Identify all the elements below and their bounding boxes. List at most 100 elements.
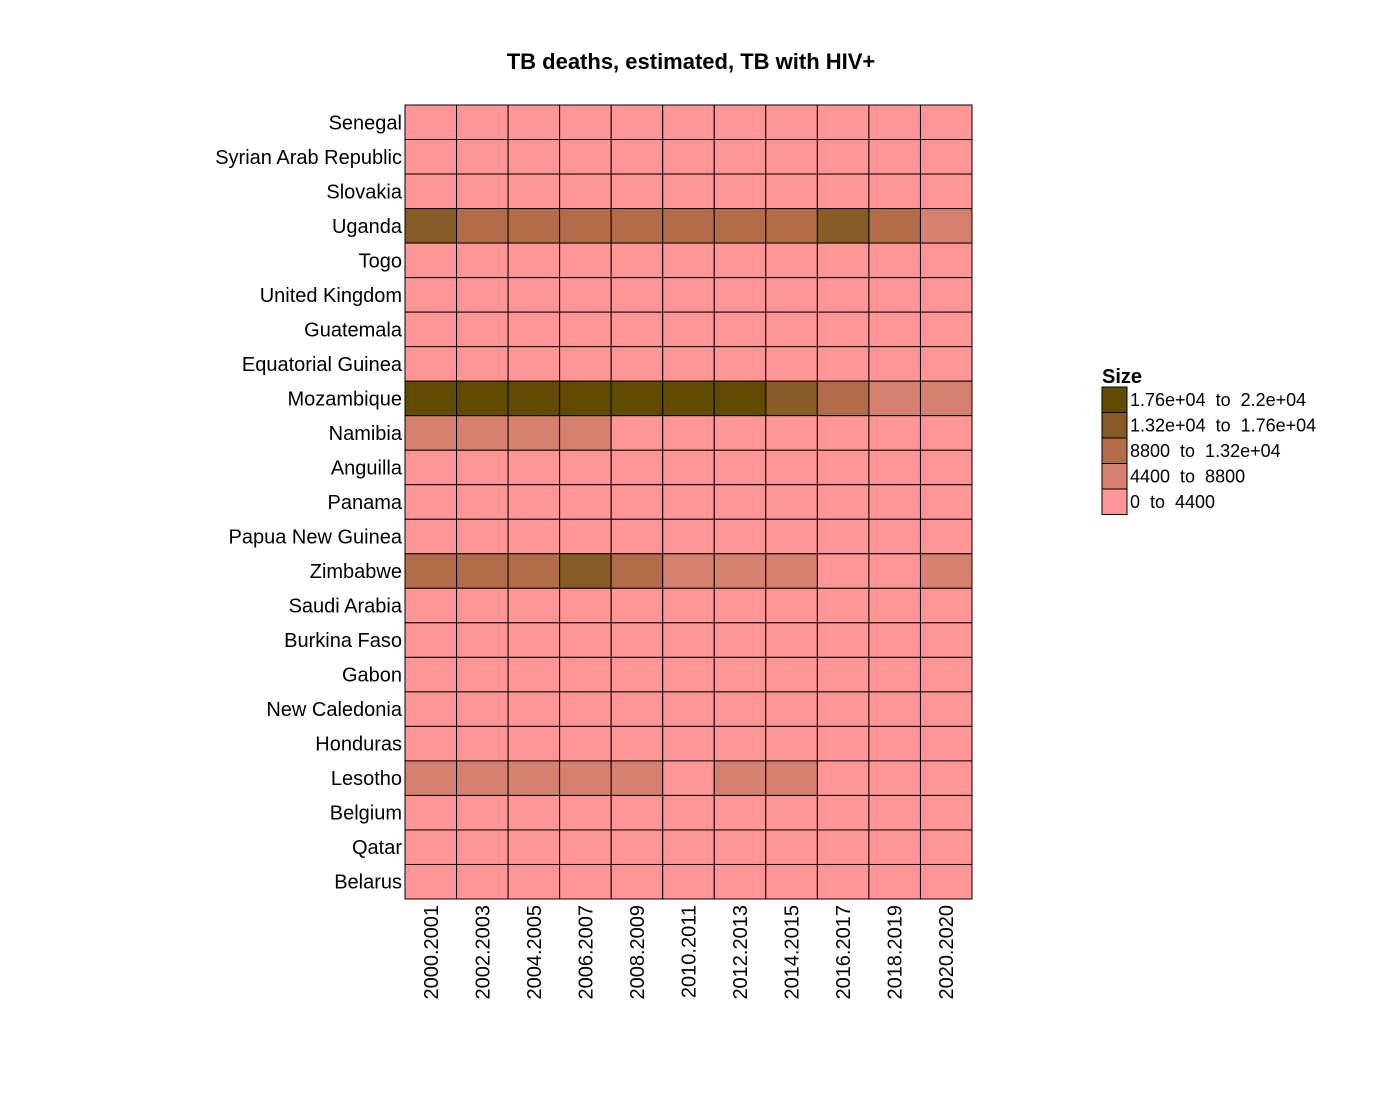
y-tick-label: Gabon bbox=[342, 665, 402, 687]
x-axis-labels: 2000.2001 2002.2003 2004.2005 2006.2007 2008… bbox=[421, 905, 958, 1000]
heatmap-cell bbox=[868, 518, 921, 555]
heatmap-cell bbox=[404, 277, 458, 313]
heatmap-cell bbox=[765, 449, 818, 486]
heatmap-cell bbox=[713, 622, 767, 658]
heatmap-cell bbox=[610, 760, 664, 796]
heatmap-cell bbox=[765, 518, 818, 555]
heatmap-cell bbox=[816, 829, 870, 865]
heatmap-cell bbox=[868, 553, 921, 589]
heatmap-cell bbox=[816, 691, 870, 727]
heatmap-cell bbox=[456, 829, 509, 865]
heatmap-cell bbox=[713, 794, 767, 831]
heatmap-cell bbox=[765, 346, 818, 382]
heatmap-cells bbox=[404, 104, 973, 900]
heatmap-cell bbox=[559, 794, 612, 831]
legend-label: 1.32e+04 to 1.76e+04 bbox=[1130, 415, 1316, 435]
y-tick-label: Lesotho bbox=[331, 768, 402, 790]
heatmap-cell bbox=[868, 622, 921, 658]
heatmap-cell bbox=[919, 794, 973, 831]
heatmap-cell bbox=[456, 415, 509, 451]
heatmap-cell bbox=[559, 656, 612, 693]
heatmap-cell bbox=[456, 587, 509, 624]
heatmap-cell bbox=[868, 346, 921, 382]
heatmap-cell bbox=[713, 656, 767, 693]
legend-swatch bbox=[1101, 386, 1128, 413]
y-tick-label: Togo bbox=[359, 250, 402, 272]
heatmap-cell bbox=[404, 587, 458, 624]
heatmap-cell bbox=[507, 760, 561, 796]
heatmap-cell bbox=[816, 553, 870, 589]
y-tick-label: Namibia bbox=[329, 423, 403, 445]
y-tick-label: Burkina Faso bbox=[284, 630, 402, 652]
heatmap-cell bbox=[507, 415, 561, 451]
heatmap-cell bbox=[816, 242, 870, 279]
heatmap-cell bbox=[610, 208, 664, 244]
x-tick-label: 2020.2020 bbox=[936, 905, 958, 1000]
heatmap-cell bbox=[610, 346, 664, 382]
heatmap-cell bbox=[662, 173, 715, 210]
heatmap-cell bbox=[404, 622, 458, 658]
heatmap-cell bbox=[404, 829, 458, 865]
heatmap-cell bbox=[559, 587, 612, 624]
heatmap-cell bbox=[456, 518, 509, 555]
x-tick-label: 2012.2013 bbox=[730, 905, 752, 1000]
heatmap-cell bbox=[456, 622, 509, 658]
heatmap-cell bbox=[765, 104, 818, 141]
heatmap-cell bbox=[765, 794, 818, 831]
heatmap-cell bbox=[816, 311, 870, 348]
legend-title: Size bbox=[1102, 366, 1142, 388]
legend: Size 1.76e+04 to 2.2e+04 1.32e+04 to 1.76… bbox=[1101, 366, 1316, 515]
heatmap-cell bbox=[713, 311, 767, 348]
heatmap-cell bbox=[662, 760, 715, 796]
heatmap-cell bbox=[559, 691, 612, 727]
y-tick-label: Guatemala bbox=[304, 319, 403, 341]
heatmap-cell bbox=[456, 725, 509, 762]
heatmap-cell bbox=[507, 863, 561, 900]
heatmap-cell bbox=[713, 139, 767, 175]
heatmap-cell bbox=[662, 311, 715, 348]
heatmap-cell bbox=[507, 311, 561, 348]
x-tick-label: 2004.2005 bbox=[524, 905, 546, 1000]
heatmap-cell bbox=[868, 139, 921, 175]
heatmap-cell bbox=[559, 518, 612, 555]
heatmap-cell bbox=[456, 242, 509, 279]
heatmap-cell bbox=[456, 794, 509, 831]
heatmap-cell bbox=[765, 380, 818, 417]
heatmap-cell bbox=[713, 725, 767, 762]
legend-swatch bbox=[1101, 488, 1128, 515]
y-tick-label: Syrian Arab Republic bbox=[215, 147, 402, 169]
heatmap-cell bbox=[868, 725, 921, 762]
heatmap-cell bbox=[404, 449, 458, 486]
heatmap-cell bbox=[404, 173, 458, 210]
y-tick-label: Senegal bbox=[329, 112, 402, 134]
heatmap-cell bbox=[404, 518, 458, 555]
heatmap-cell bbox=[662, 725, 715, 762]
heatmap-cell bbox=[868, 380, 921, 417]
y-tick-label: United Kingdom bbox=[260, 285, 402, 307]
heatmap-cell bbox=[816, 104, 870, 141]
heatmap-cell bbox=[559, 208, 612, 244]
heatmap-cell bbox=[456, 380, 509, 417]
heatmap-cell bbox=[765, 863, 818, 900]
heatmap-cell bbox=[713, 346, 767, 382]
y-tick-label: Slovakia bbox=[326, 181, 402, 203]
heatmap-cell bbox=[765, 242, 818, 279]
heatmap-cell bbox=[868, 173, 921, 210]
heatmap-cell bbox=[507, 656, 561, 693]
heatmap-cell bbox=[868, 311, 921, 348]
heatmap-cell bbox=[610, 725, 664, 762]
heatmap-cell bbox=[765, 484, 818, 520]
y-axis-labels: Senegal Syrian Arab Republic Slovakia Ugand… bbox=[215, 112, 403, 893]
heatmap-cell bbox=[610, 277, 664, 313]
heatmap-cell bbox=[919, 518, 973, 555]
heatmap-cell bbox=[559, 622, 612, 658]
x-tick-label: 2008.2009 bbox=[627, 905, 649, 1000]
heatmap-cell bbox=[456, 346, 509, 382]
heatmap-cell bbox=[662, 656, 715, 693]
heatmap-cell bbox=[507, 829, 561, 865]
heatmap-cell bbox=[507, 794, 561, 831]
heatmap-cell bbox=[507, 622, 561, 658]
heatmap-cell bbox=[713, 208, 767, 244]
heatmap-cell bbox=[868, 587, 921, 624]
heatmap-cell bbox=[816, 656, 870, 693]
